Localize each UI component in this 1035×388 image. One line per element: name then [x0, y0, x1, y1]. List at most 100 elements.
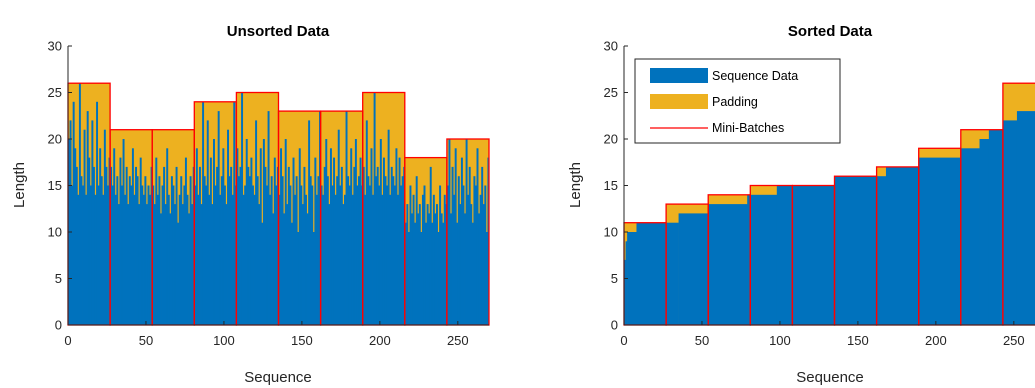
- sequence-bar: [301, 204, 304, 325]
- sequence-bar: [167, 194, 170, 325]
- sequence-bar: [624, 259, 626, 325]
- sequence-bar: [379, 139, 382, 325]
- sequence-bar: [435, 204, 438, 325]
- sequence-bar: [437, 232, 440, 325]
- sequence-bar: [420, 232, 423, 325]
- sequence-bar: [450, 213, 452, 325]
- sequence-bar: [627, 232, 637, 325]
- sequence-bar: [331, 185, 334, 325]
- sequence-bar: [417, 213, 420, 325]
- sequence-bar: [350, 148, 353, 325]
- sequence-bar: [421, 194, 424, 325]
- sequence-bar: [286, 204, 289, 325]
- sequence-bar: [259, 148, 262, 325]
- sequence-bar: [305, 194, 307, 325]
- x-tick-label: 100: [769, 333, 791, 348]
- sequence-bar: [397, 194, 399, 325]
- sequence-bar: [479, 194, 482, 325]
- sequence-bar: [253, 194, 256, 325]
- sequence-bar: [468, 166, 471, 325]
- sequence-bar: [228, 176, 231, 325]
- sequence-bar: [138, 204, 141, 325]
- sequence-bar: [378, 185, 381, 325]
- sequence-bar: [407, 232, 410, 325]
- sequence-bar: [233, 101, 236, 325]
- sequence-bar: [370, 148, 373, 325]
- sequence-bar: [86, 111, 89, 325]
- x-axis-label: Sequence: [796, 369, 864, 386]
- sequence-bar: [220, 176, 223, 325]
- sequence-bar: [144, 176, 147, 325]
- sequence-bar: [386, 185, 389, 325]
- sequence-bar: [326, 176, 329, 325]
- y-tick-label: 10: [604, 225, 618, 240]
- sequence-bar: [264, 166, 267, 325]
- sequence-bar: [105, 166, 108, 325]
- sequence-bar: [261, 222, 264, 325]
- sequence-bar: [287, 166, 290, 325]
- sequence-bar: [227, 129, 230, 325]
- sequence-bar: [368, 185, 371, 325]
- sequence-bar: [106, 185, 109, 325]
- sequence-bar: [188, 213, 191, 325]
- sequence-bar: [114, 194, 117, 325]
- sequence-bar: [485, 232, 488, 325]
- sequence-bar: [247, 166, 250, 325]
- sequence-bar: [297, 232, 300, 325]
- sequence-bar: [381, 194, 384, 325]
- sequence-bar: [184, 157, 187, 325]
- sequence-bar: [208, 194, 211, 325]
- sequence-bar: [462, 185, 465, 325]
- sequence-bar: [448, 139, 451, 325]
- x-tick-label: 150: [847, 333, 869, 348]
- sequence-bar: [127, 204, 130, 325]
- x-tick-label: 0: [64, 333, 71, 348]
- sequence-bar: [149, 194, 152, 325]
- sequence-bar: [290, 222, 293, 325]
- sequence-bar: [250, 157, 253, 325]
- sequence-bar: [139, 157, 142, 325]
- sequence-bar: [960, 148, 980, 325]
- sequence-bar: [71, 185, 74, 325]
- sequence-bar: [75, 166, 78, 325]
- sequence-bar: [429, 166, 432, 325]
- chart-unsorted: Unsorted Data Sequence Length 0 5 10 15 20 25…: [11, 23, 490, 386]
- sequence-bar: [281, 176, 284, 325]
- sequence-bar: [283, 213, 286, 325]
- sequence-bar: [94, 194, 97, 325]
- sequence-bar: [384, 176, 387, 325]
- sequence-bar: [342, 204, 345, 325]
- sequence-bar: [239, 166, 242, 325]
- sequence-bar: [125, 166, 128, 325]
- sequence-bar: [334, 194, 337, 325]
- sequence-bar: [389, 194, 392, 325]
- sequence-bar: [194, 185, 197, 325]
- sequence-bar: [80, 176, 83, 325]
- sequence-bar: [372, 194, 375, 325]
- sequence-bar: [322, 194, 325, 325]
- sequence-bar: [85, 194, 88, 325]
- sequence-bar: [979, 139, 990, 325]
- sequence-bar: [244, 185, 247, 325]
- sequence-bar: [89, 185, 92, 325]
- sequence-bar: [92, 166, 95, 325]
- sequence-bar: [351, 194, 354, 325]
- sequence-bar: [336, 176, 339, 325]
- sequence-bar: [217, 111, 220, 325]
- sequence-bar: [306, 213, 309, 325]
- sequence-bar: [275, 185, 278, 325]
- sequence-bar: [141, 185, 144, 325]
- sequence-bar: [443, 194, 446, 325]
- sequence-bar: [415, 176, 418, 325]
- sequence-bar: [309, 176, 312, 325]
- sequence-bar: [241, 92, 244, 325]
- sequence-bar: [300, 185, 303, 325]
- sequence-bar: [356, 185, 359, 325]
- sequence-bar: [133, 194, 136, 325]
- sequence-bar: [423, 185, 426, 325]
- sequence-bar: [295, 176, 298, 325]
- sequence-bar: [467, 194, 470, 325]
- sequence-bar: [122, 139, 125, 325]
- sequence-bar: [82, 185, 84, 325]
